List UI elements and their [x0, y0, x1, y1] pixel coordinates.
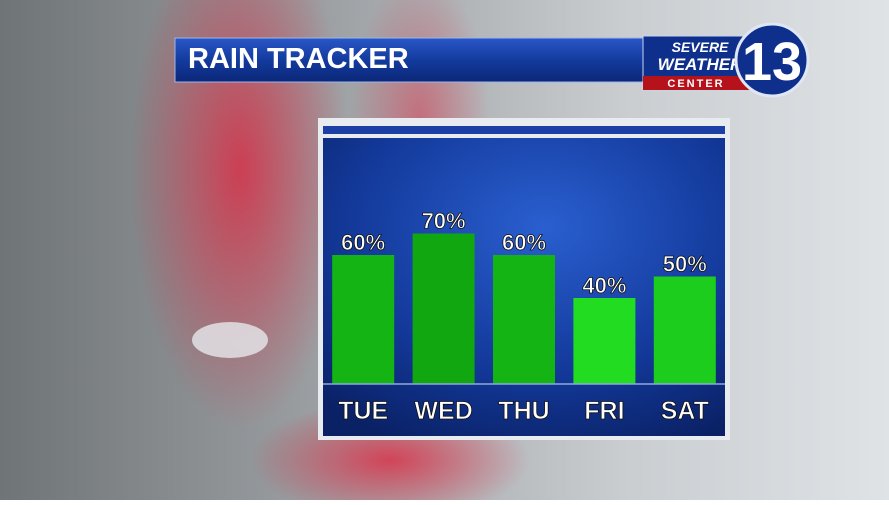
logo-circle [734, 22, 810, 98]
value-label: 60% [502, 230, 546, 255]
logo-number: 13 [742, 32, 802, 92]
bar [573, 298, 636, 384]
panel-stripe [323, 126, 725, 134]
logo-stripe [643, 76, 753, 90]
logo-text: CENTER [667, 78, 724, 90]
title: RAIN TRACKER [188, 43, 409, 75]
logo-text: WEATHER [658, 55, 743, 74]
x-tick-label: SAT [661, 397, 709, 425]
plot: 60% TUE 70% WED 60% THU 40% FRI 50% SAT [332, 208, 716, 425]
background-splash [192, 322, 268, 358]
bar [412, 233, 475, 384]
x-tick-label: THU [498, 397, 549, 425]
x-tick-label: WED [414, 397, 472, 425]
logo-text: SEVERE [672, 39, 729, 55]
value-label: 40% [582, 273, 626, 298]
bar [332, 255, 395, 384]
x-tick-label: TUE [338, 397, 388, 425]
value-label: 70% [422, 209, 466, 234]
x-tick-label: FRI [584, 397, 624, 425]
value-label: 50% [663, 252, 707, 277]
bar [653, 276, 716, 384]
value-label: 60% [341, 230, 385, 255]
bar [493, 255, 555, 384]
title-banner [174, 37, 656, 83]
background-blur [130, 0, 350, 430]
